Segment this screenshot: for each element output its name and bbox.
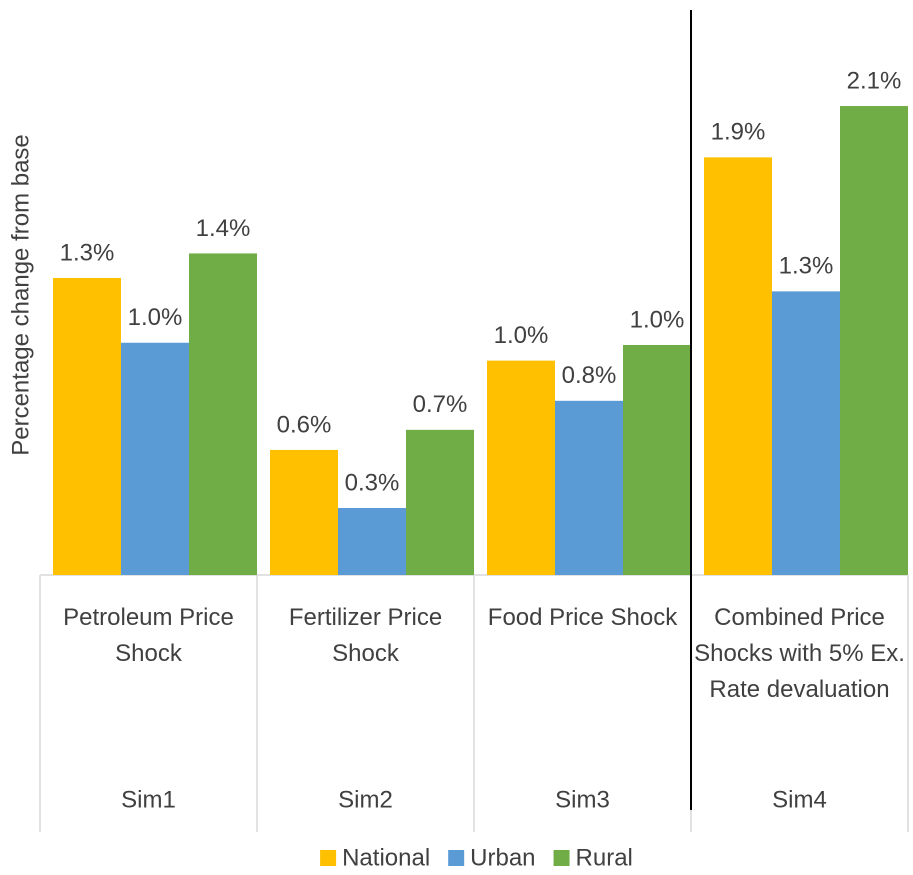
group-label: Petroleum Price Shock	[63, 604, 234, 667]
group-label: Food Price Shock	[487, 604, 678, 631]
bar	[704, 157, 772, 576]
data-label: 2.1%	[847, 67, 902, 94]
x-tick-label: Sim2	[338, 786, 393, 813]
legend-label: Urban	[470, 844, 535, 871]
group-label: Combined Price Shocks with 5% Ex. Rate d…	[694, 604, 905, 703]
bar	[338, 508, 406, 575]
data-label: 0.7%	[413, 391, 468, 418]
data-label: 1.0%	[494, 322, 549, 349]
data-label: 1.4%	[196, 215, 251, 242]
bar	[840, 106, 908, 576]
bar	[487, 360, 555, 575]
x-tick-label: Sim3	[555, 786, 610, 813]
bar	[53, 277, 121, 575]
legend-label: National	[342, 844, 430, 871]
bar	[623, 344, 691, 575]
group-label: Fertilizer Price Shock	[288, 604, 443, 667]
legend-swatch	[320, 850, 337, 866]
data-label: 1.0%	[630, 306, 685, 333]
legend-label: Rural	[576, 844, 633, 871]
data-label: 0.3%	[345, 469, 400, 496]
data-label: 1.0%	[128, 304, 183, 331]
data-label: 1.9%	[711, 119, 766, 146]
bar	[406, 429, 474, 575]
bar	[270, 449, 338, 575]
data-label: 0.8%	[562, 362, 617, 389]
bar	[189, 253, 257, 575]
bar	[772, 291, 840, 575]
data-label: 1.3%	[60, 239, 115, 266]
legend-swatch	[553, 850, 570, 866]
bar	[555, 400, 623, 575]
data-label: 1.3%	[779, 253, 834, 280]
data-label: 0.6%	[277, 411, 332, 438]
legend-swatch	[448, 850, 465, 866]
y-axis-label: Percentage change from base	[7, 134, 34, 456]
x-tick-label: Sim1	[121, 786, 176, 813]
bar	[121, 342, 189, 575]
x-tick-label: Sim4	[772, 786, 827, 813]
